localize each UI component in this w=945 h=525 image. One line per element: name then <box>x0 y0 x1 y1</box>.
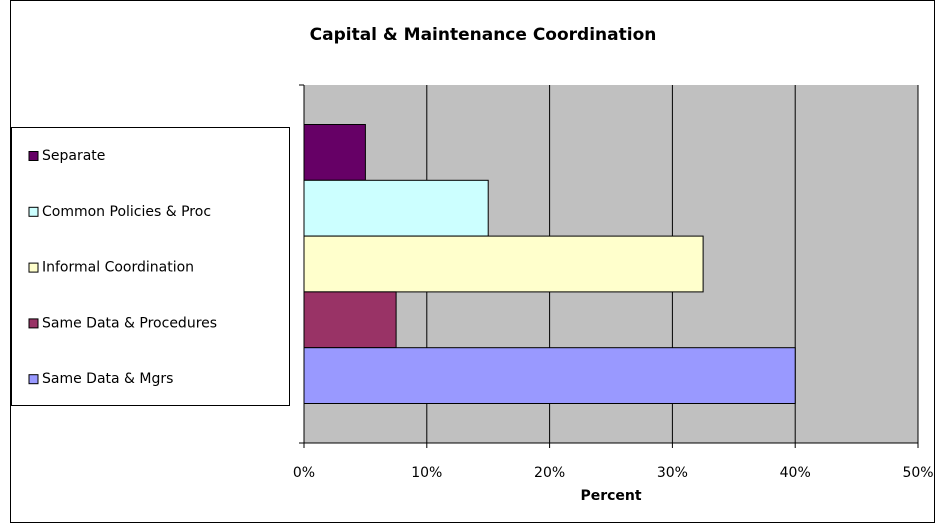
x-tick-label: 40% <box>780 465 811 481</box>
x-tick-label: 30% <box>657 465 688 481</box>
x-tick-label: 50% <box>902 465 933 481</box>
bar <box>303 124 366 181</box>
legend-swatch <box>28 374 39 385</box>
legend-swatch <box>28 151 39 161</box>
chart-title: Capital & Maintenance Coordination <box>310 25 657 45</box>
legend-label: Separate <box>42 148 105 164</box>
x-tick-label: 0% <box>293 465 315 481</box>
legend-swatch <box>28 262 39 273</box>
legend <box>11 127 290 406</box>
bar <box>303 347 796 405</box>
bar <box>303 235 704 293</box>
x-tick-label: 10% <box>411 465 442 481</box>
legend-label: Common Policies & Proc <box>42 204 211 220</box>
x-tick-label: 20% <box>534 465 565 481</box>
legend-label: Informal Coordination <box>42 260 194 276</box>
legend-label: Same Data & Procedures <box>42 315 217 331</box>
x-axis-label: Percent <box>580 488 641 504</box>
legend-swatch <box>28 206 39 217</box>
legend-swatch <box>28 318 39 329</box>
bar <box>303 291 397 349</box>
legend-label: Same Data & Mgrs <box>42 371 173 387</box>
bar <box>303 179 489 237</box>
